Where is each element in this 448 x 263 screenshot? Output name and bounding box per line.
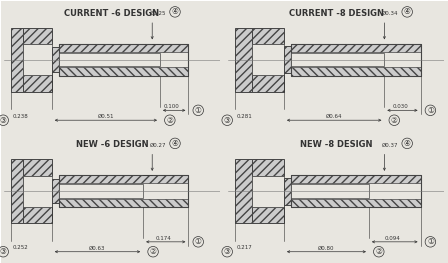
Bar	[59, 199, 188, 207]
Text: 0.217: 0.217	[237, 245, 253, 250]
Text: 0.094: 0.094	[385, 236, 401, 241]
Text: 0.238: 0.238	[13, 114, 29, 119]
Bar	[235, 159, 252, 223]
Text: ②: ②	[166, 116, 173, 125]
Text: NEW -6 DESIGN: NEW -6 DESIGN	[76, 140, 148, 149]
Bar	[292, 53, 384, 66]
Text: ①: ①	[195, 237, 202, 246]
Text: ①: ①	[427, 237, 434, 246]
Text: ③: ③	[0, 116, 7, 125]
Bar	[252, 206, 284, 223]
Bar	[23, 44, 52, 75]
Text: ④: ④	[172, 7, 178, 16]
Bar	[292, 44, 421, 76]
Text: ④: ④	[404, 7, 411, 16]
Text: Ø0.63: Ø0.63	[89, 245, 106, 250]
Text: ④: ④	[404, 139, 411, 148]
Bar	[59, 53, 160, 66]
Text: ①: ①	[195, 106, 202, 115]
Bar	[23, 206, 52, 223]
Text: Ø0.64: Ø0.64	[326, 114, 342, 119]
Text: Ø0.37: Ø0.37	[382, 143, 399, 148]
Bar	[59, 44, 188, 52]
Text: 0.281: 0.281	[237, 114, 253, 119]
Bar	[23, 159, 52, 176]
Text: ②: ②	[150, 247, 156, 256]
Bar	[59, 44, 188, 76]
Text: Ø0.51: Ø0.51	[98, 114, 114, 119]
Bar	[52, 47, 59, 72]
Text: 0.174: 0.174	[156, 236, 172, 241]
Text: ②: ②	[375, 247, 382, 256]
Text: Ø0.34: Ø0.34	[382, 11, 399, 16]
Bar	[284, 46, 292, 73]
Text: ③: ③	[224, 247, 231, 256]
Bar	[11, 28, 23, 92]
Bar	[292, 67, 421, 76]
Bar	[252, 28, 284, 44]
Bar	[59, 184, 143, 198]
Text: ①: ①	[427, 106, 434, 115]
Bar	[252, 159, 284, 176]
Text: Ø0.80: Ø0.80	[318, 245, 335, 250]
Bar	[252, 75, 284, 92]
Text: 0.030: 0.030	[392, 104, 408, 109]
Bar	[292, 199, 421, 207]
Bar	[59, 175, 188, 183]
Bar	[292, 175, 421, 207]
Text: CURRENT -8 DESIGN: CURRENT -8 DESIGN	[289, 9, 383, 18]
Bar	[292, 175, 421, 183]
Text: CURRENT -6 DESIGN: CURRENT -6 DESIGN	[65, 9, 159, 18]
Bar	[11, 159, 23, 223]
Text: ③: ③	[0, 247, 7, 256]
Bar	[23, 75, 52, 92]
Bar	[252, 176, 284, 206]
Text: 0.252: 0.252	[13, 245, 29, 250]
Text: 0.100: 0.100	[164, 104, 180, 109]
Text: ③: ③	[224, 116, 231, 125]
Bar	[59, 175, 188, 207]
Text: ④: ④	[172, 139, 178, 148]
Bar	[235, 28, 252, 92]
Bar	[59, 67, 188, 76]
Text: ②: ②	[391, 116, 398, 125]
Bar	[52, 179, 59, 203]
Bar	[23, 176, 52, 206]
Bar	[252, 44, 284, 75]
Text: NEW -8 DESIGN: NEW -8 DESIGN	[300, 140, 372, 149]
Bar	[284, 178, 292, 205]
Bar	[292, 184, 369, 198]
Bar	[292, 44, 421, 52]
Text: Ø0.25: Ø0.25	[150, 11, 167, 16]
Text: Ø0.27: Ø0.27	[150, 143, 167, 148]
Bar	[23, 28, 52, 44]
